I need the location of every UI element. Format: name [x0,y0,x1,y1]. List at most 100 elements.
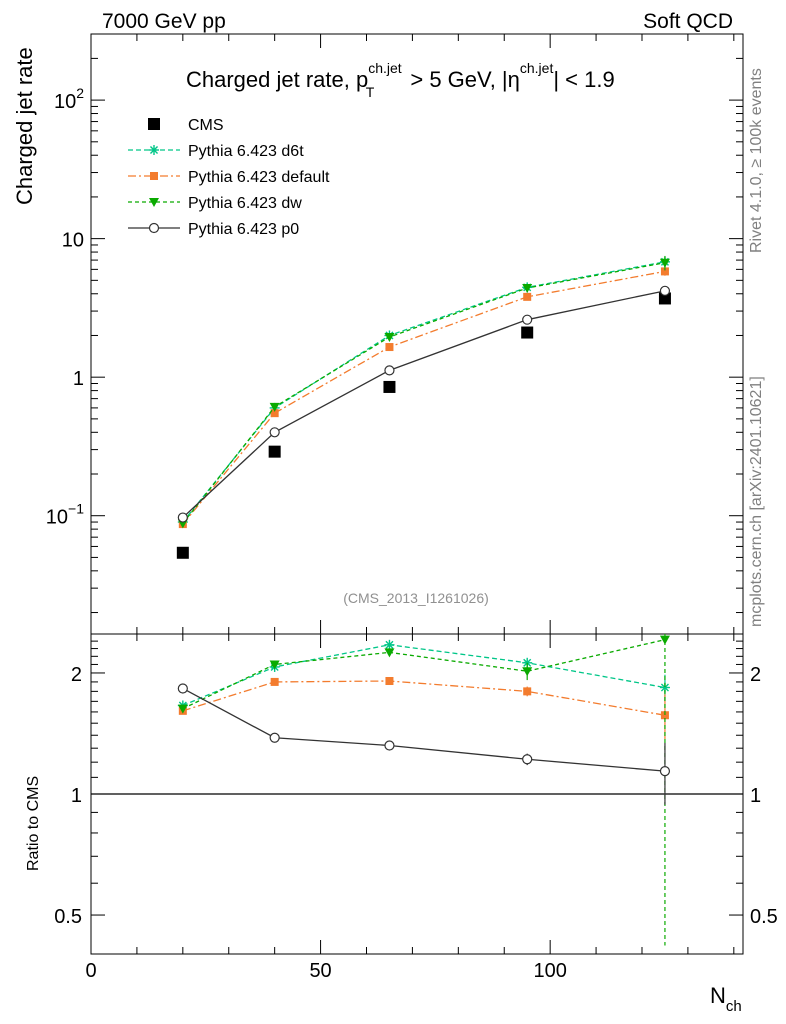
square-marker [523,687,532,696]
ratio-y-tick-label: 1 [71,785,82,807]
ratio-data-point [523,687,532,696]
legend-label: CMS [188,117,224,134]
data-point [384,365,395,376]
header-right: Soft QCD [643,10,733,33]
square-marker [658,292,671,305]
data-point [384,332,395,342]
ratio-series-p0 [177,683,671,805]
ratio-series-line [182,639,666,710]
data-point [176,546,189,559]
triangle-marker [149,198,159,207]
data-point [521,326,534,339]
square-marker [660,267,669,276]
data-point [383,380,396,393]
square-marker [270,409,279,418]
ratio-y-tick-label: 2 [71,664,82,686]
legend: CMS Pythia 6.423 d6t Pythia 6.423 default P… [128,117,330,238]
main-series [176,255,671,559]
series-default [178,267,669,529]
header-left: 7000 GeV pp [102,10,226,33]
analysis-id: (CMS_2013_I1261026) [343,590,489,606]
circle-marker [177,512,188,523]
series-line [182,262,666,524]
legend-entry-cms: CMS [148,117,224,134]
data-point [270,409,279,418]
series-dw [177,255,670,529]
title-tail: | < 1.9 [553,67,614,92]
series-p0 [177,285,671,523]
triangle-marker [659,635,670,645]
data-point [659,258,670,268]
ratio-data-point [659,766,671,777]
ratio-data-point [384,639,395,650]
legend-label: Pythia 6.423 p0 [188,221,299,238]
square-marker [148,118,160,130]
ratio-series-line [182,644,666,707]
legend-marker [148,222,160,234]
circle-marker [522,314,533,325]
ratio-ylabel: Ratio to CMS [25,776,42,871]
x-axis-label-sub: ch [726,998,742,1015]
title-main: Charged jet rate, p [186,67,368,92]
ratio-series-line [182,680,666,716]
mcplots-label: mcplots.cern.ch [arXiv:2401.10621] [748,376,765,627]
square-marker [521,326,534,339]
legend-entry-default: Pythia 6.423 default [128,169,330,186]
triangle-marker [269,660,280,670]
data-point [658,292,671,305]
title-eta-sup: ch.jet [520,60,554,76]
triangle-marker [384,648,395,658]
star-stroke [385,640,394,649]
ratio-data-point [269,732,280,743]
rivet-label: Rivet 4.1.0, ≥ 100k events [748,68,765,253]
x-tick-label: 0 [85,960,96,982]
circle-marker [177,683,188,694]
y-tick-label-exp: 2 [76,85,84,101]
triangle-marker [522,284,533,294]
y-tick-label-base: 10 [46,507,68,529]
ratio-data-point [659,635,670,645]
square-marker [270,677,279,686]
ratio-series-dw [177,634,670,946]
data-point [523,292,532,301]
star-stroke [149,145,159,155]
circle-marker [659,285,671,296]
data-point [385,343,394,352]
ratio-data-point [384,648,395,658]
ratio-data-point [269,660,280,670]
ratio-data-point [522,754,533,765]
legend-entry-d6t: Pythia 6.423 d6t [128,143,304,160]
square-marker [268,445,281,458]
square-marker [150,172,158,180]
ratio-series [177,634,671,946]
title-pt-sub: T [366,84,375,100]
data-point [177,512,188,523]
data-point [269,427,280,438]
plot-title: Charged jet rate, pch.jet T > 5 GeV, |ηch… [186,60,615,100]
series-d6t [177,256,670,528]
circle-marker [659,766,671,777]
ratio-data-point [660,711,669,720]
legend-label: Pythia 6.423 default [188,169,330,186]
legend-label: Pythia 6.423 d6t [188,143,304,160]
y-tick-label: 10−1 [46,501,84,529]
legend-entry-p0: Pythia 6.423 p0 [128,221,299,238]
title-pt-sup: ch.jet [368,60,402,76]
ratio-data-point [177,683,188,694]
square-marker [660,711,669,720]
ratio-data-point [385,677,394,686]
triangle-marker [384,332,395,342]
ratio-series-default [178,677,669,740]
title-mid: > 5 GeV, |η [404,67,520,92]
series-line [182,290,666,519]
square-marker [523,292,532,301]
legend-marker [149,145,159,155]
circle-marker [148,222,160,234]
data-point [659,285,671,296]
data-point [660,267,669,276]
ratio-y-tick-label: 2 [750,664,761,686]
circle-marker [269,732,280,743]
legend-marker [149,198,159,207]
main-ylabel: Charged jet rate [12,47,37,205]
